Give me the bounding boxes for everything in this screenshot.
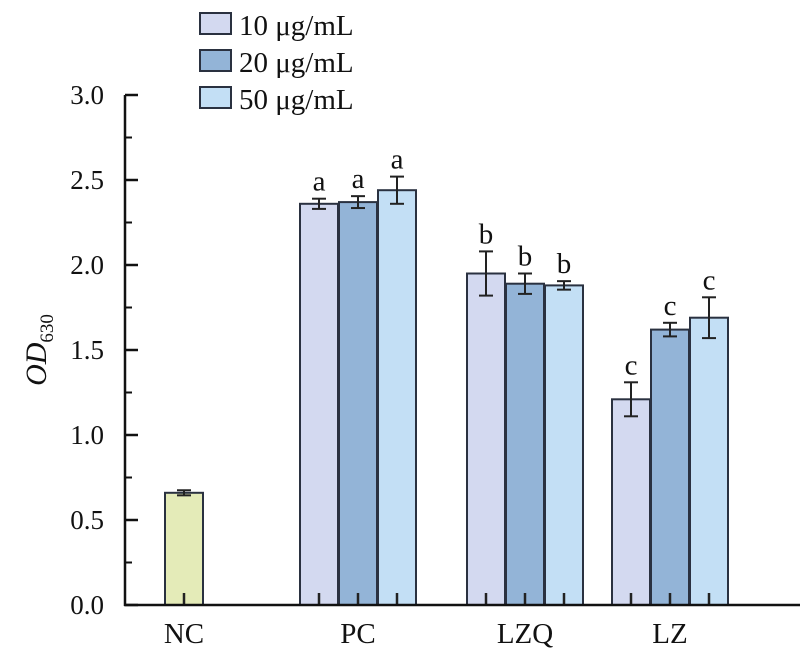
legend: 10 μg/mL 20 μg/mL 50 μg/mL [199, 10, 354, 116]
significance-label-pc-10: a [313, 166, 326, 198]
y-tick-label: 1.0 [70, 420, 104, 450]
bar-lzq-10 [466, 272, 506, 606]
legend-label-20: 20 μg/mL [239, 47, 354, 79]
bars-layer [164, 189, 729, 607]
significance-label-lz-50: c [703, 264, 716, 296]
legend-swatch-50 [199, 86, 232, 109]
significance-label-lzq-10: b [479, 218, 494, 250]
bar-pc-50 [377, 189, 417, 606]
y-axis-label: OD630 [20, 314, 58, 386]
bar-pc-20 [338, 201, 378, 606]
bar-lz-20 [650, 328, 690, 606]
y-axis-label-subscript: 630 [37, 314, 58, 343]
y-tick-label: 3.0 [70, 80, 104, 110]
significance-label-lz-20: c [664, 290, 677, 322]
bar-lz-10 [611, 398, 651, 606]
legend-label-50: 50 μg/mL [239, 84, 354, 116]
legend-label-10: 10 μg/mL [239, 10, 354, 42]
significance-label-pc-20: a [352, 163, 365, 195]
bar-lzq-50 [544, 284, 584, 606]
y-ticks-layer: 0.0 0.5 1.0 1.5 2.0 2.5 3.0 [70, 80, 138, 620]
y-tick-label: 1.5 [70, 335, 104, 365]
significance-label-pc-50: a [391, 144, 404, 176]
x-tick-label-nc: NC [164, 618, 204, 650]
y-tick-label: 2.0 [70, 250, 104, 280]
legend-swatch-20 [199, 49, 232, 72]
x-tick-label-pc: PC [340, 618, 375, 650]
bar-nc [164, 491, 204, 606]
x-tick-labels-layer: NC PC LZQ LZ [164, 618, 688, 650]
y-tick-label: 2.5 [70, 165, 104, 195]
y-tick-label: 0.0 [70, 590, 104, 620]
significance-label-lzq-50: b [557, 248, 572, 280]
significance-label-lz-10: c [625, 349, 638, 381]
bar-lzq-20 [505, 282, 545, 606]
y-axis-label-main: OD [20, 342, 53, 386]
bar-lz-50 [689, 316, 729, 606]
x-tick-label-lz: LZ [652, 618, 687, 650]
x-tick-label-lzq: LZQ [497, 618, 553, 650]
legend-swatch-10 [199, 12, 232, 35]
error-bars-layer [177, 175, 716, 497]
bar-pc-10 [299, 202, 339, 607]
significance-labels-layer: a b c a b c a b c [313, 144, 716, 382]
y-tick-label: 0.5 [70, 505, 104, 535]
significance-label-lzq-20: b [518, 241, 533, 273]
